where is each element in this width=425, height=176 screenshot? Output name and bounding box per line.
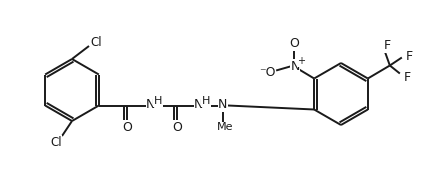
Text: Cl: Cl xyxy=(90,36,102,49)
Text: O: O xyxy=(289,37,299,50)
Text: Cl: Cl xyxy=(50,136,62,149)
Text: H: H xyxy=(154,96,162,106)
Text: O: O xyxy=(172,121,182,134)
Text: N: N xyxy=(146,98,156,111)
Text: F: F xyxy=(405,50,412,63)
Text: ⁻O: ⁻O xyxy=(259,66,275,79)
Text: F: F xyxy=(403,71,411,84)
Text: +: + xyxy=(297,56,305,67)
Text: H: H xyxy=(201,96,210,106)
Text: Me: Me xyxy=(217,122,233,133)
Text: N: N xyxy=(218,98,227,111)
Text: F: F xyxy=(383,39,391,52)
Text: N: N xyxy=(290,60,300,73)
Text: N: N xyxy=(194,98,204,111)
Text: O: O xyxy=(122,121,132,134)
